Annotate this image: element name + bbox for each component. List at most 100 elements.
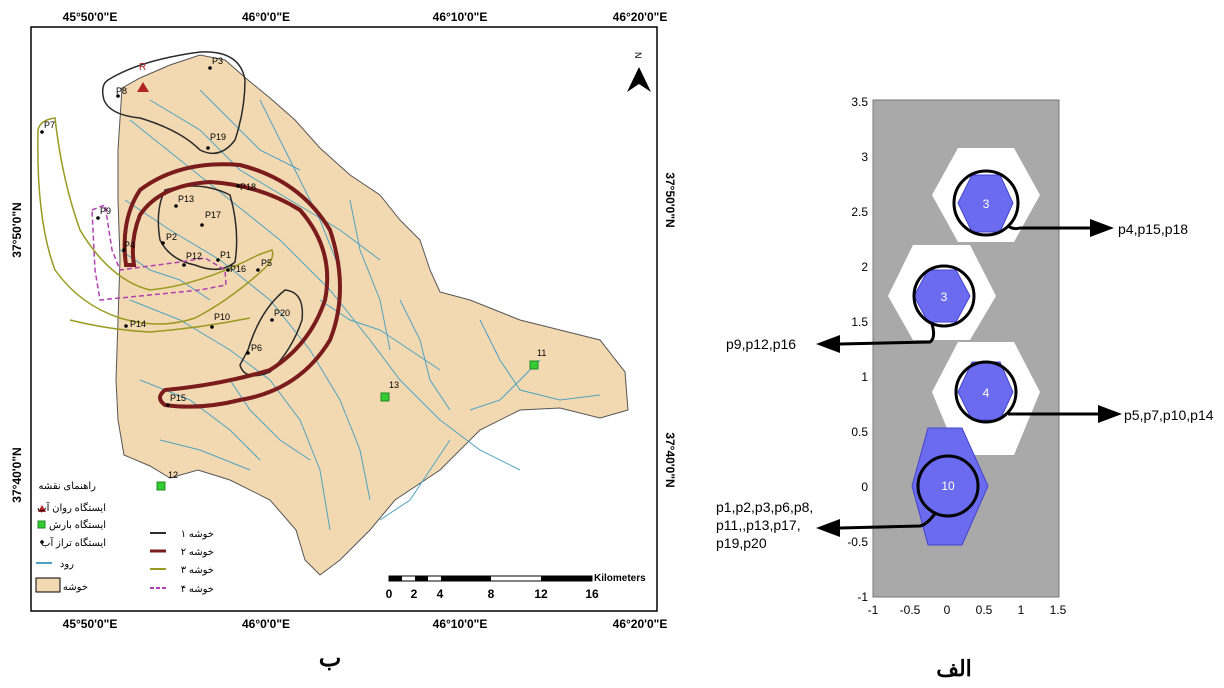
svg-text:2: 2 [861, 260, 868, 274]
river-network [119, 89, 601, 531]
svg-text:2.5: 2.5 [851, 205, 868, 219]
cluster-3-boundary [69, 317, 251, 333]
svg-text:0: 0 [861, 480, 868, 494]
som-members-label: p11,,p13,p17, [716, 517, 801, 533]
som-members-label: p1,p2,p3,p6,p8, [716, 499, 813, 515]
svg-text:1.5: 1.5 [851, 315, 868, 329]
som-node-ring [954, 360, 1018, 424]
svg-text:8: 8 [488, 587, 495, 601]
arrow-line [839, 511, 938, 530]
svg-text:12: 12 [534, 587, 548, 601]
arrow-head [816, 335, 840, 353]
cluster-2-boundary [122, 162, 342, 409]
scale-unit: Kilometers [594, 573, 646, 584]
svg-text:46°10'0"E: 46°10'0"E [433, 10, 488, 24]
svg-text:P14: P14 [130, 319, 146, 329]
svg-text:P20: P20 [274, 308, 290, 318]
svg-text:-0.5: -0.5 [900, 603, 921, 617]
som-node-label: 4 [983, 386, 990, 400]
som-x-axis: -1 -0.5 0 0.5 1 1.5 [868, 603, 1067, 617]
svg-text:P16: P16 [230, 264, 246, 274]
runoff-station-marker [137, 82, 149, 92]
svg-text:-1: -1 [868, 603, 879, 617]
svg-text:P1: P1 [220, 250, 231, 260]
north-arrow-icon: N [627, 52, 651, 92]
svg-text:0: 0 [386, 587, 393, 601]
left-lat-labels: 37°50'0"N 37°40'0"N [10, 202, 24, 502]
svg-text:خوشه ۱: خوشه ۱ [181, 529, 214, 540]
map-panel-caption: ب [319, 646, 342, 672]
svg-text:خوشه ۲: خوشه ۲ [181, 547, 214, 558]
som-members-label: p4,p15,p18 [1118, 221, 1188, 237]
svg-text:1.5: 1.5 [1050, 603, 1067, 617]
right-lat-labels: 37°50'0"N 37°40'0"N [663, 172, 677, 487]
arrow-line [1007, 224, 1090, 231]
rain-station-label: 12 [168, 470, 178, 480]
svg-text:P12: P12 [186, 251, 202, 261]
map-panel: R 11 13 12 P3 P8 P7 P19 P18 P13 P17 P9 P… [10, 10, 677, 672]
runoff-station-label: R [139, 62, 146, 73]
rain-station-marker [529, 360, 539, 370]
legend-title: راهنمای نقشه [39, 481, 97, 492]
svg-text:P7: P7 [44, 120, 55, 130]
som-node-ring [912, 264, 976, 328]
cluster-3-boundary [37, 117, 274, 325]
bottom-lon-labels: 45°50'0"E 46°0'0"E 46°10'0"E 46°20'0"E [63, 617, 668, 631]
som-arrows [839, 224, 1098, 530]
svg-text:P3: P3 [212, 56, 223, 66]
svg-text:P13: P13 [178, 194, 194, 204]
svg-text:46°20'0"E: 46°20'0"E [613, 617, 668, 631]
north-label: N [633, 52, 643, 59]
arrow-head [1090, 219, 1114, 237]
svg-text:P4: P4 [124, 240, 135, 250]
arrow-head [816, 519, 840, 537]
som-node-label: 10 [941, 479, 955, 493]
som-panel: 3 3 4 10 p4,p15,p18 p9,p12,p16 p5,p7,p10… [716, 95, 1214, 681]
svg-text:3.5: 3.5 [851, 95, 868, 109]
svg-text:0.5: 0.5 [851, 425, 868, 439]
svg-text:ایستگاه تراز آب: ایستگاه تراز آب [41, 536, 106, 549]
svg-text:ایستگاه روان آب: ایستگاه روان آب [37, 501, 106, 514]
svg-text:خوشه ۴: خوشه ۴ [181, 584, 214, 595]
svg-text:P19: P19 [210, 132, 226, 142]
svg-text:-0.5: -0.5 [847, 535, 868, 549]
svg-text:P17: P17 [205, 210, 221, 220]
svg-text:1: 1 [861, 370, 868, 384]
svg-text:4: 4 [437, 587, 444, 601]
som-node [911, 427, 989, 546]
top-lon-labels: 45°50'0"E 46°0'0"E 46°10'0"E 46°20'0"E [63, 10, 668, 24]
svg-text:37°40'0"N: 37°40'0"N [663, 432, 677, 487]
svg-text:46°0'0"E: 46°0'0"E [242, 10, 290, 24]
svg-text:46°20'0"E: 46°20'0"E [613, 10, 668, 24]
svg-text:P15: P15 [170, 393, 186, 403]
som-node-ring [916, 454, 980, 518]
svg-text:37°50'0"N: 37°50'0"N [10, 202, 24, 257]
svg-text:خوشه: خوشه [63, 582, 88, 593]
svg-text:-1: -1 [857, 590, 868, 604]
svg-text:P9: P9 [100, 206, 111, 216]
som-node-label: 3 [983, 197, 990, 211]
rain-station-marker [380, 392, 390, 402]
svg-text:16: 16 [585, 587, 599, 601]
svg-text:45°50'0"E: 45°50'0"E [63, 617, 118, 631]
svg-text:1: 1 [1018, 603, 1025, 617]
svg-text:37°40'0"N: 37°40'0"N [10, 447, 24, 502]
piezometer-labels: P3 P8 P7 P19 P18 P13 P17 P9 P4 P2 P12 P1… [44, 56, 290, 403]
cluster-4-boundary [91, 203, 227, 301]
svg-text:2: 2 [411, 587, 418, 601]
arrow-head [1098, 405, 1122, 423]
svg-text:P2: P2 [166, 232, 177, 242]
som-node-label: 3 [941, 290, 948, 304]
piezometer-dots [40, 66, 274, 407]
rain-station-marker [156, 481, 166, 491]
svg-text:0: 0 [944, 603, 951, 617]
svg-text:46°0'0"E: 46°0'0"E [242, 617, 290, 631]
som-members-label: p9,p12,p16 [726, 336, 796, 352]
svg-text:P5: P5 [261, 258, 272, 268]
svg-text:خوشه ۳: خوشه ۳ [181, 565, 214, 576]
svg-text:P8: P8 [116, 86, 127, 96]
svg-text:P18: P18 [240, 182, 256, 192]
svg-text:45°50'0"E: 45°50'0"E [63, 10, 118, 24]
som-members-label: p19,p20 [716, 535, 767, 551]
